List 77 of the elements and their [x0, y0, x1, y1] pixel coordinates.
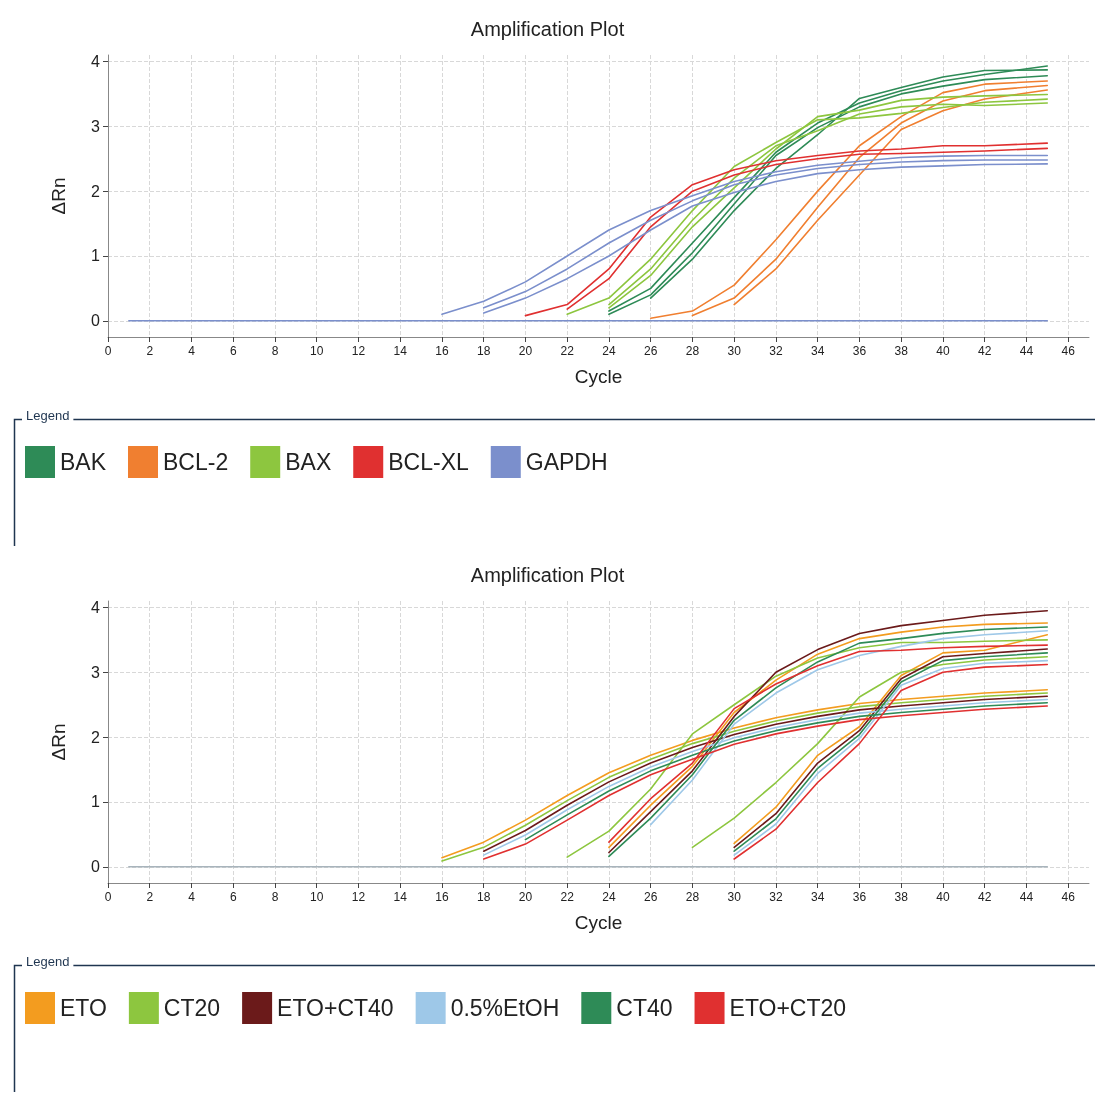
x-tick-label: 6 [229, 890, 237, 904]
x-tick-label: 28 [685, 890, 700, 904]
legend-title: Legend [26, 954, 70, 969]
legend-label: CT40 [616, 995, 673, 1021]
x-tick-label: 42 [977, 890, 992, 904]
legend-label: ETO [60, 995, 107, 1021]
x-tick-label: 46 [1061, 890, 1076, 904]
x-tick-label: 24 [602, 890, 616, 904]
y-axis-title: ΔRn [48, 723, 69, 761]
x-tick-label: 12 [351, 890, 366, 904]
x-tick-label: 10 [310, 344, 324, 358]
y-tick-label: 4 [91, 598, 101, 616]
x-tick-label: 32 [769, 344, 783, 358]
x-tick-label: 22 [560, 890, 575, 904]
x-tick-label: 4 [188, 890, 196, 904]
x-tick-label: 4 [188, 344, 196, 358]
x-tick-label: 40 [936, 344, 950, 358]
x-tick-label: 38 [894, 344, 909, 358]
legend-label: BCL-XL [388, 449, 469, 475]
x-tick-label: 18 [477, 344, 491, 358]
x-tick-label: 44 [1019, 890, 1034, 904]
x-tick-label: 0 [104, 890, 112, 904]
x-tick-label: 44 [1019, 344, 1034, 358]
legend-label: CT20 [163, 995, 221, 1021]
y-tick-label: 4 [91, 52, 101, 70]
x-tick-label: 16 [435, 344, 449, 358]
x-tick-label: 0 [104, 344, 112, 358]
chart-title: Amplification Plot [470, 564, 625, 586]
x-axis-title: Cycle [574, 912, 623, 933]
x-tick-label: 28 [685, 344, 700, 358]
x-tick-label: 36 [852, 344, 867, 358]
x-tick-label: 12 [351, 344, 366, 358]
x-tick-label: 38 [894, 890, 909, 904]
legend-label: GAPDH [525, 449, 608, 475]
x-tick-label: 36 [852, 890, 867, 904]
x-tick-label: 10 [310, 890, 324, 904]
x-tick-label: 34 [810, 344, 825, 358]
y-tick-label: 2 [91, 182, 101, 200]
x-tick-label: 30 [727, 890, 742, 904]
legend-label: BCL-2 [163, 449, 229, 475]
x-tick-label: 26 [644, 890, 658, 904]
legend-label: BAX [285, 449, 332, 475]
x-tick-label: 8 [271, 344, 279, 358]
x-tick-label: 46 [1061, 344, 1076, 358]
x-tick-label: 20 [518, 890, 533, 904]
x-tick-label: 34 [810, 890, 825, 904]
x-tick-label: 20 [518, 344, 533, 358]
x-tick-label: 26 [644, 344, 658, 358]
x-tick-label: 6 [229, 344, 237, 358]
x-axis-title: Cycle [574, 366, 623, 387]
y-tick-label: 0 [91, 312, 101, 330]
x-tick-label: 2 [146, 344, 154, 358]
y-tick-label: 2 [91, 728, 101, 746]
y-tick-label: 1 [91, 793, 101, 811]
x-tick-label: 16 [435, 890, 449, 904]
x-tick-label: 24 [602, 344, 616, 358]
x-tick-label: 32 [769, 890, 783, 904]
y-tick-label: 3 [91, 117, 101, 135]
y-tick-label: 0 [91, 858, 101, 876]
x-tick-label: 22 [560, 344, 575, 358]
x-tick-label: 2 [146, 890, 154, 904]
y-axis-title: ΔRn [48, 177, 69, 215]
x-tick-label: 30 [727, 344, 742, 358]
y-tick-label: 1 [91, 247, 101, 265]
x-tick-label: 18 [477, 890, 491, 904]
x-tick-label: 8 [271, 890, 279, 904]
y-tick-label: 3 [91, 663, 101, 681]
x-tick-label: 40 [936, 890, 950, 904]
x-tick-label: 14 [393, 344, 408, 358]
legend-title: Legend [26, 408, 70, 423]
legend-label: BAK [60, 449, 107, 475]
legend-label: ETO+CT20 [729, 995, 847, 1021]
chart-title: Amplification Plot [470, 18, 625, 40]
x-tick-label: 42 [977, 344, 992, 358]
x-tick-label: 14 [393, 890, 408, 904]
legend-label: ETO+CT40 [277, 995, 394, 1021]
legend-label: 0.5%EtOH [450, 995, 560, 1021]
